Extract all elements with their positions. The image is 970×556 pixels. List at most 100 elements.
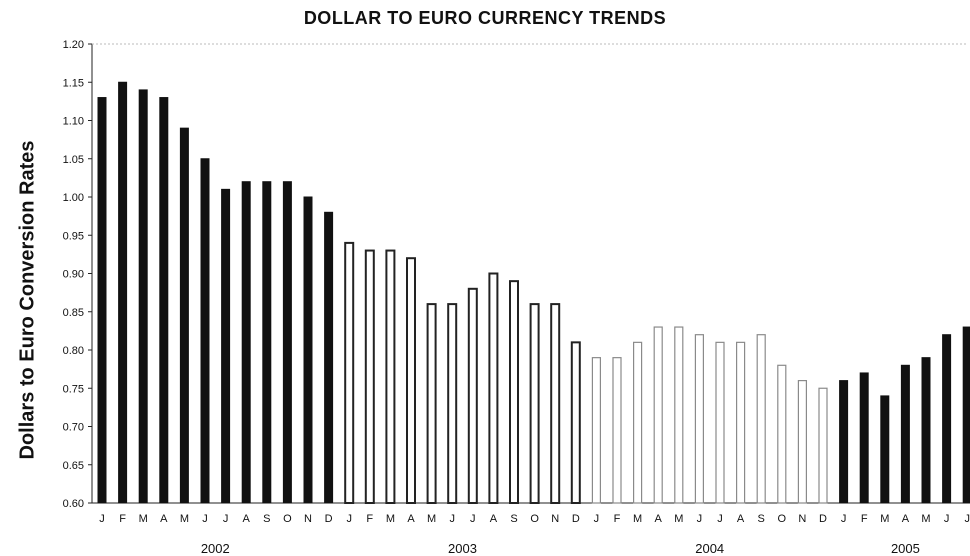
- x-tick-label: J: [594, 513, 600, 525]
- x-tick-label: J: [449, 513, 455, 525]
- bar: [756, 334, 766, 504]
- y-tick-label: 0.95: [63, 230, 84, 242]
- bar: [488, 272, 499, 504]
- bar: [118, 81, 128, 504]
- x-tick-label: F: [861, 513, 868, 525]
- y-tick-label: 0.60: [63, 498, 84, 510]
- x-tick-label: M: [633, 513, 642, 525]
- y-tick-label: 0.70: [63, 422, 84, 434]
- bar: [447, 303, 458, 504]
- x-tick-label: S: [758, 513, 765, 525]
- x-tick-label: J: [99, 513, 105, 525]
- bar: [674, 326, 684, 504]
- x-tick-label: D: [819, 513, 827, 525]
- x-tick-label: J: [202, 513, 208, 525]
- y-tick-label: 0.65: [63, 460, 84, 472]
- bar: [880, 395, 890, 504]
- x-tick-label: J: [717, 513, 723, 525]
- x-tick-label: M: [180, 513, 189, 525]
- bar: [282, 181, 292, 504]
- bar: [303, 196, 313, 504]
- x-tick-label: F: [614, 513, 621, 525]
- x-tick-label: O: [778, 513, 787, 525]
- x-tick-label: M: [139, 513, 148, 525]
- year-label: 2005: [891, 541, 920, 556]
- bar: [550, 303, 561, 504]
- bar: [962, 326, 970, 504]
- bar: [97, 97, 107, 504]
- y-tick-label: 1.10: [63, 116, 84, 128]
- bar: [900, 364, 910, 504]
- y-tick-label: 0.75: [63, 383, 84, 395]
- bar: [509, 280, 519, 504]
- x-tick-label: A: [902, 513, 910, 525]
- y-tick-label: 1.00: [63, 192, 84, 204]
- bar: [241, 181, 251, 504]
- x-tick-label: N: [551, 513, 559, 525]
- y-tick-label: 1.20: [63, 39, 84, 51]
- y-tick-label: 0.85: [63, 307, 84, 319]
- bar: [653, 326, 663, 504]
- bar: [612, 357, 622, 504]
- x-tick-label: O: [530, 513, 539, 525]
- x-tick-label: J: [944, 513, 950, 525]
- year-label: 2002: [201, 541, 230, 556]
- bar: [715, 341, 725, 504]
- x-tick-label: A: [737, 513, 745, 525]
- bar: [859, 372, 869, 504]
- x-tick-label: A: [243, 513, 251, 525]
- bar: [694, 334, 705, 504]
- bar: [262, 181, 272, 504]
- x-tick-label: M: [880, 513, 889, 525]
- x-tick-label: J: [223, 513, 229, 525]
- bar: [529, 303, 540, 504]
- y-tick-label: 1.15: [63, 77, 84, 89]
- x-tick-label: J: [470, 513, 476, 525]
- bar: [591, 357, 602, 504]
- x-tick-label: M: [921, 513, 930, 525]
- bar: [159, 97, 169, 504]
- x-tick-label: A: [655, 513, 663, 525]
- x-tick-label: D: [325, 513, 333, 525]
- x-tick-label: N: [798, 513, 806, 525]
- x-tick-label: M: [674, 513, 683, 525]
- bar: [839, 380, 849, 504]
- year-label: 2003: [448, 541, 477, 556]
- bar: [818, 387, 828, 504]
- bar: [797, 380, 808, 504]
- x-tick-label: F: [119, 513, 126, 525]
- bar: [385, 249, 396, 504]
- x-tick-label: J: [964, 513, 970, 525]
- bar: [200, 158, 210, 504]
- bar: [221, 188, 231, 504]
- x-tick-label: O: [283, 513, 292, 525]
- bar: [777, 364, 787, 504]
- x-tick-label: N: [304, 513, 312, 525]
- bar: [735, 341, 746, 504]
- y-tick-label: 0.90: [63, 269, 84, 281]
- chart-title: DOLLAR TO EURO CURRENCY TRENDS: [303, 8, 667, 28]
- x-tick-label: J: [841, 513, 847, 525]
- x-tick-label: D: [572, 513, 580, 525]
- bar: [179, 127, 189, 504]
- x-tick-label: J: [697, 513, 703, 525]
- bar: [632, 341, 643, 504]
- bar: [426, 303, 437, 504]
- x-tick-label: A: [407, 513, 415, 525]
- x-tick-label: M: [386, 513, 395, 525]
- x-tick-label: F: [366, 513, 373, 525]
- x-tick-label: A: [160, 513, 168, 525]
- bar: [921, 357, 931, 504]
- bar: [324, 211, 334, 504]
- x-tick-label: A: [490, 513, 498, 525]
- y-tick-label: 1.05: [63, 154, 84, 166]
- year-label: 2004: [695, 541, 724, 556]
- bar: [364, 249, 375, 504]
- bar: [570, 341, 581, 504]
- x-tick-label: S: [263, 513, 270, 525]
- x-tick-label: M: [427, 513, 436, 525]
- x-tick-label: J: [346, 513, 352, 525]
- x-tick-label: S: [510, 513, 517, 525]
- bar: [138, 89, 148, 504]
